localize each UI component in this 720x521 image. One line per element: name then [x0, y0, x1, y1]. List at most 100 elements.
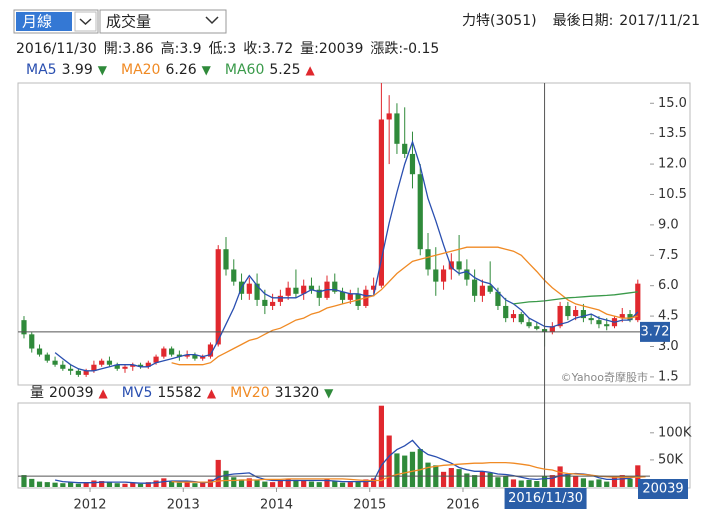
- candle-body: [29, 334, 35, 349]
- candle-body: [21, 320, 27, 335]
- candle-body: [130, 364, 136, 367]
- info-label: 漲跌:: [370, 41, 403, 57]
- volume-bar: [479, 471, 486, 487]
- volume-bar: [510, 479, 517, 487]
- volume-badge: [638, 479, 688, 499]
- volume-bar: [495, 477, 501, 487]
- candle-body: [200, 356, 206, 359]
- volume-bar: [604, 481, 610, 487]
- candle-body: [534, 326, 540, 329]
- watermark: ©Yahoo奇摩股市: [561, 370, 648, 384]
- candle-body: [425, 249, 431, 270]
- candle-body: [285, 287, 291, 296]
- y-tick-label: 3.0: [658, 339, 679, 354]
- chevron: [205, 16, 219, 25]
- y-tick-label: 13.5: [658, 126, 687, 141]
- dropdown-button[interactable]: [74, 11, 97, 32]
- volume-bar: [596, 479, 602, 487]
- candle-body: [277, 295, 283, 302]
- candle-body: [68, 368, 74, 371]
- volume-bar: [627, 478, 633, 487]
- info-value: 3.9: [179, 41, 201, 57]
- candle-body: [472, 279, 478, 296]
- y-tick-label: 7.5: [658, 248, 679, 263]
- volume-bar: [60, 483, 66, 487]
- y-tick-label: 9.0: [658, 217, 679, 232]
- info-line: 2016/11/30 開:3.86 高:3.9 低:3 收:3.72 量:20039 漲跌:…: [16, 40, 439, 57]
- volume-bar: [293, 479, 299, 487]
- indicator-select[interactable]: [99, 9, 227, 34]
- chevron: [79, 18, 92, 26]
- candle-body: [487, 285, 493, 292]
- candle-body: [627, 314, 633, 321]
- y-tick-label: 6.0: [658, 278, 679, 293]
- volume-bar: [176, 482, 182, 487]
- volume-bar: [36, 481, 43, 487]
- volume-bar: [503, 476, 509, 487]
- candle-body: [169, 348, 175, 355]
- date-badge-label: 2016/11/30: [508, 491, 583, 506]
- volume-bar: [440, 471, 447, 487]
- legend-value: 31320: [275, 385, 320, 401]
- close-badge-label: 3.72: [641, 324, 670, 339]
- candle-body: [495, 291, 501, 306]
- candle-body: [604, 324, 610, 327]
- volume-panel: [17, 402, 691, 489]
- candle-body: [448, 261, 454, 270]
- volume-bar: [130, 482, 136, 487]
- info-value: 3: [227, 41, 236, 57]
- close-badge: [640, 321, 670, 342]
- legend-name: MA5: [26, 62, 57, 78]
- volume-bar: [619, 475, 625, 487]
- candle-body: [417, 174, 423, 250]
- ma-line: [54, 439, 639, 484]
- candle-body: [464, 269, 470, 280]
- volume-bar: [223, 470, 229, 487]
- legend-trend: ▲: [306, 63, 316, 77]
- volume-bar: [611, 477, 618, 487]
- candle-body: [44, 354, 50, 361]
- candle-body: [215, 249, 221, 345]
- candle-body: [145, 362, 151, 367]
- volume-bar: [549, 475, 555, 487]
- volume-bar: [588, 480, 594, 487]
- info-label: 量:: [300, 41, 319, 57]
- y-tick-label: 12.0: [658, 157, 687, 172]
- volume-bar: [347, 482, 353, 487]
- volume-bar: [145, 482, 151, 487]
- volume-bar: [161, 478, 167, 487]
- volume-bar: [363, 479, 369, 487]
- volume-bar: [246, 478, 252, 487]
- candle-body: [114, 364, 120, 369]
- volume-badge-label: 20039: [642, 482, 683, 497]
- volume-bar: [557, 466, 563, 487]
- x-tick-label: 2012: [73, 498, 106, 513]
- candle-body: [153, 356, 159, 363]
- volume-bar: [456, 469, 462, 487]
- volume-bar: [29, 478, 35, 487]
- candle-body: [293, 287, 299, 294]
- last-date: 2017/11/21: [619, 13, 700, 29]
- candle-body: [339, 291, 346, 300]
- candle-body: [549, 326, 555, 332]
- y-tick-label: 10.5: [658, 187, 687, 202]
- candle-body: [106, 360, 113, 365]
- candle-body: [122, 366, 128, 369]
- volume-bar: [99, 481, 105, 487]
- candle-body: [557, 305, 563, 327]
- volume-bar: [207, 479, 214, 487]
- volume-bar: [339, 482, 346, 487]
- ma-line: [171, 461, 646, 483]
- candle-body: [223, 249, 229, 270]
- y-tick-label: 100K: [658, 425, 692, 440]
- legend-value: 5.25: [269, 62, 300, 78]
- volume-bar: [472, 475, 478, 487]
- candle-body: [231, 269, 237, 282]
- candle-body: [378, 119, 384, 286]
- legend-trend: ▲: [207, 386, 217, 400]
- candle-body: [635, 283, 641, 321]
- candle-body: [619, 314, 625, 319]
- legend-trend: ▼: [202, 63, 212, 77]
- candle-body: [409, 153, 416, 175]
